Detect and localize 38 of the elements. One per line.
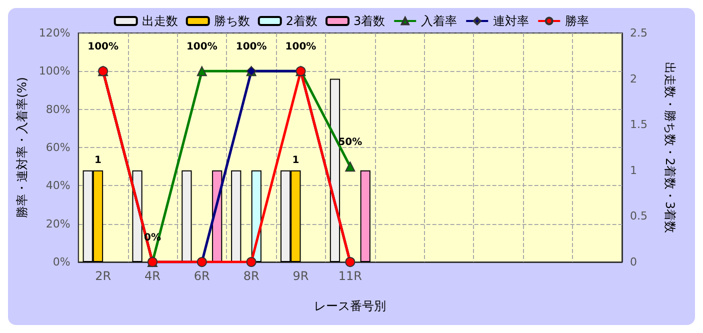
y-tick-label: 60% [46,141,70,154]
point [345,162,356,172]
point [196,66,207,76]
legend-label: 入着率 [421,14,458,28]
data-label: 100% [285,42,316,53]
legend-label: 勝ち数 [214,14,250,28]
x-tick-label: 6R [194,269,210,283]
y-tick-label: 120% [38,26,70,40]
y2-tick-label: 0 [630,256,637,268]
y2-tick-label: 2 [630,72,637,86]
y2-tick-label: 1 [630,164,637,177]
y2-tick-label: 1.5 [630,118,648,132]
x-tick-label: 2R [95,269,112,283]
y-tick-label: 80% [46,102,70,116]
x-tick-label: 4R [144,269,160,283]
legend-label: 3着数 [354,14,386,28]
x-axis-title: レース番号別 [314,299,386,313]
legend-label: 勝率 [565,14,590,28]
data-label: 1 [292,154,300,166]
legend-label: 出走数 [142,14,178,28]
point [246,257,256,267]
x-tick-label: 8R [243,269,260,283]
data-label: 100% [236,42,267,53]
y2-axis-title: 出走数・勝ち数・2着数・3着数 [663,62,677,234]
legend-label: 2着数 [286,14,318,28]
y-tick-label: 40% [46,179,70,192]
y-tick-label: 0% [52,256,70,268]
y2-tick-label: 0.5 [630,210,648,223]
y-tick-label: 20% [46,217,70,230]
x-tick-label: 9R [292,269,309,283]
x-tick-label: 11R [338,269,362,283]
data-label: 1 [94,154,102,166]
y2-tick-label: 2.5 [630,26,648,40]
data-label: 100% [186,42,218,53]
y-axis-title: 勝率・連対率・入着率(%) [15,77,29,218]
legend-label: 連対率 [493,14,530,28]
y-tick-label: 100% [38,64,70,78]
data-label: 100% [88,42,119,53]
